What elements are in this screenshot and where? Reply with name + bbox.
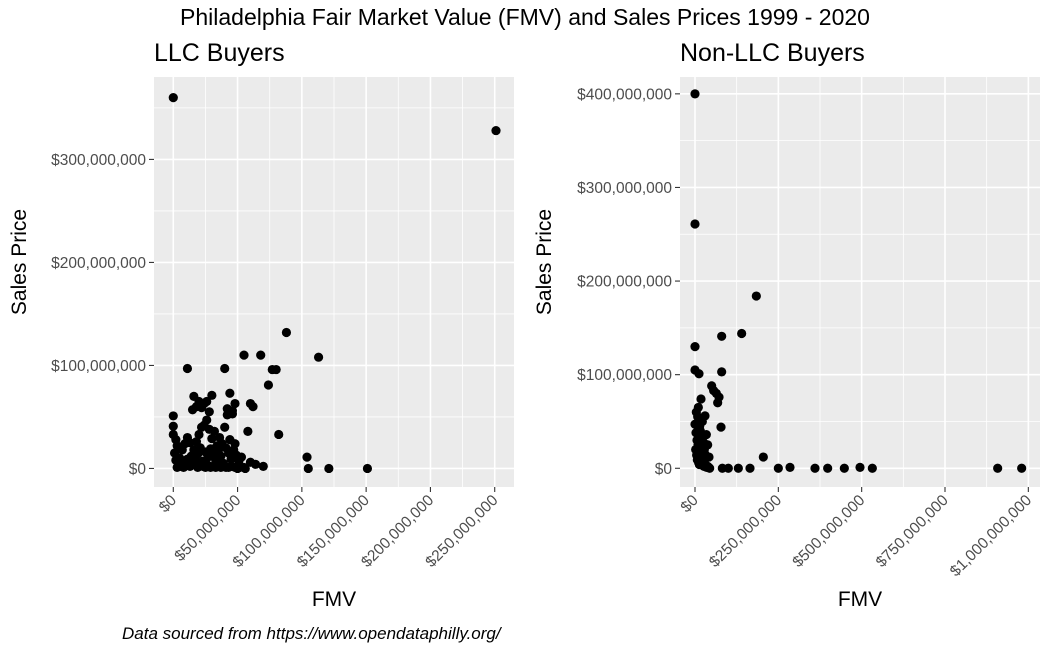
data-point <box>839 463 849 473</box>
data-point <box>823 463 833 473</box>
non-llc-buyers-panel: $0 $250,000,000 $500,000,000 $750,000,000$1… <box>533 39 1040 611</box>
data-point <box>1017 463 1027 473</box>
data-point <box>209 426 220 436</box>
data-point <box>207 433 217 444</box>
data-point <box>232 463 243 474</box>
x-tick-label: $250,000,000 <box>706 492 785 571</box>
data-point <box>263 380 274 390</box>
y-tick-label: $100,000,000 <box>51 358 146 375</box>
data-point <box>701 429 711 440</box>
data-point <box>248 402 258 412</box>
data-point <box>225 388 235 398</box>
data-point <box>207 390 217 400</box>
data-point <box>705 463 715 473</box>
data-point <box>737 328 747 339</box>
data-point <box>733 463 743 473</box>
data-point <box>491 125 501 136</box>
data-point <box>773 463 783 473</box>
data-point <box>256 350 266 360</box>
panel-background <box>680 77 1040 487</box>
x-tick-label: $1,000,000,000 <box>947 492 1035 580</box>
y-tick-label: $100,000,000 <box>577 367 672 384</box>
data-point <box>168 93 178 103</box>
data-point <box>690 341 700 352</box>
data-point <box>993 463 1003 473</box>
data-point <box>220 363 230 374</box>
y-axis-title: Sales Price <box>8 209 31 315</box>
data-point <box>202 396 212 407</box>
data-point <box>303 463 313 474</box>
y-tick-label: $0 <box>655 461 673 478</box>
data-point <box>693 402 703 413</box>
y-tick-label: $200,000,000 <box>577 274 672 291</box>
data-point <box>185 438 195 448</box>
data-point <box>313 352 324 362</box>
data-point <box>785 462 795 472</box>
data-point <box>230 398 240 409</box>
data-point <box>362 463 373 474</box>
data-point <box>723 463 733 473</box>
data-point <box>271 364 281 375</box>
data-point <box>810 463 820 473</box>
data-point <box>302 452 312 462</box>
panel-title: LLC Buyers <box>154 39 285 67</box>
data-point <box>717 367 727 377</box>
data-point <box>243 426 253 436</box>
data-point <box>281 327 292 338</box>
y-tick-label: $300,000,000 <box>577 180 672 197</box>
data-point <box>690 89 700 99</box>
y-tick-label: $200,000,000 <box>51 255 146 272</box>
x-axis-title: FMV <box>838 588 882 611</box>
data-point <box>867 463 877 473</box>
data-point <box>703 440 713 450</box>
data-point <box>194 429 204 440</box>
y-tick-label: $400,000,000 <box>577 86 672 103</box>
data-point <box>751 291 761 301</box>
data-point <box>168 421 178 431</box>
data-point <box>227 409 238 419</box>
data-point <box>324 463 334 474</box>
data-point <box>216 451 226 461</box>
data-point <box>745 463 755 473</box>
x-tick-label: $500,000,000 <box>789 492 868 571</box>
data-source-caption: Data sourced from https://www.opendataph… <box>122 624 501 643</box>
y-tick-label: $300,000,000 <box>51 152 146 169</box>
data-point <box>240 463 250 474</box>
data-point <box>220 422 230 432</box>
data-point <box>168 411 178 421</box>
data-point <box>258 461 268 471</box>
data-point <box>716 422 726 432</box>
data-point <box>758 452 768 462</box>
data-point <box>700 411 710 421</box>
llc-buyers-panel: $0$50,000,000$100,000,000$150,000,000$20… <box>8 39 514 611</box>
data-point <box>274 429 284 440</box>
x-tick-label: $0 <box>156 492 180 516</box>
data-point <box>250 459 261 469</box>
data-point <box>696 394 706 404</box>
data-point <box>690 219 700 229</box>
data-point <box>717 331 727 341</box>
data-point <box>204 407 214 417</box>
y-axis-title: Sales Price <box>533 209 556 315</box>
data-point <box>694 369 704 379</box>
data-point <box>855 462 865 472</box>
panel-title: Non-LLC Buyers <box>680 39 865 67</box>
data-point <box>236 452 247 462</box>
x-tick-label: $750,000,000 <box>873 492 952 571</box>
x-tick-label: $0 <box>678 492 702 516</box>
main-title: Philadelphia Fair Market Value (FMV) and… <box>180 4 870 30</box>
data-point <box>182 363 193 374</box>
data-point <box>714 392 724 402</box>
data-point <box>239 350 249 360</box>
x-axis-title: FMV <box>312 588 356 611</box>
y-tick-label: $0 <box>129 461 147 478</box>
data-point <box>704 452 714 462</box>
data-point <box>202 415 212 425</box>
